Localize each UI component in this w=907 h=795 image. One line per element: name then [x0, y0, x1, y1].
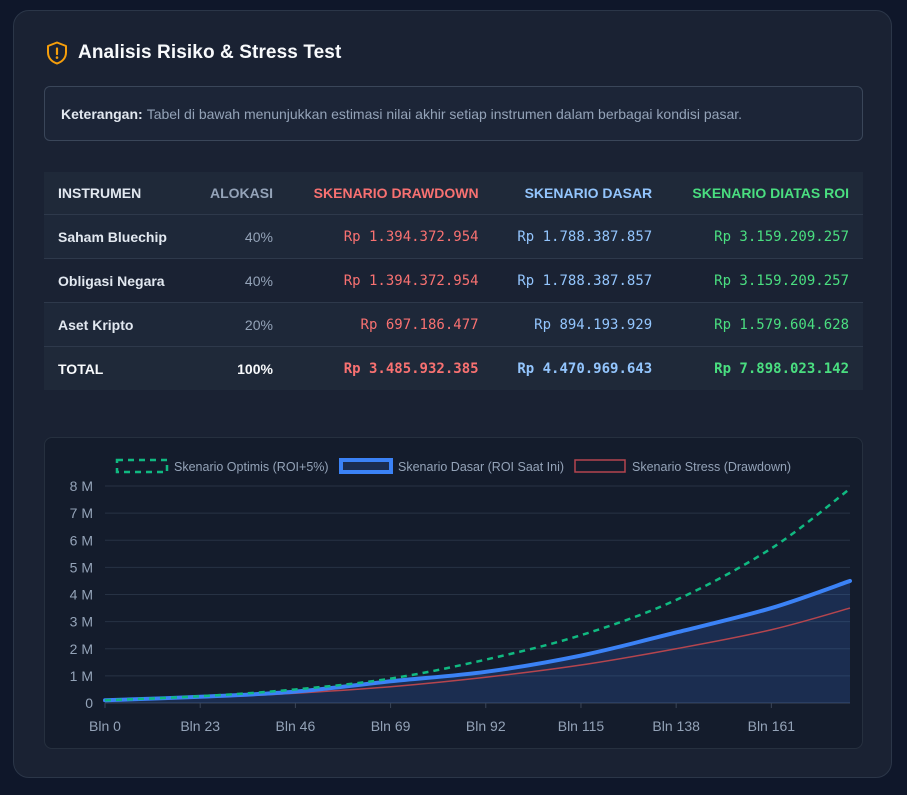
table-total-row: TOTAL 100% Rp 3.485.932.385 Rp 4.470.969…: [44, 346, 863, 390]
allocation-cell: 40%: [189, 258, 287, 303]
instrument-cell: Obligasi Negara: [44, 258, 190, 303]
legend-item: Skenario Stress (Drawdown): [574, 459, 791, 474]
col-instrument: INSTRUMEN: [44, 172, 190, 215]
y-tick-label: 5 M: [70, 559, 93, 575]
drawdown-cell: Rp 697.186.477: [286, 302, 493, 347]
x-tick-label: Bln 23: [180, 718, 220, 734]
optimistic-cell: Rp 1.579.604.628: [666, 302, 863, 347]
x-tick-label: Bln 69: [371, 718, 411, 734]
x-tick-label: Bln 138: [652, 718, 700, 734]
total-drawdown: Rp 3.485.932.385: [286, 346, 493, 390]
scenario-table: INSTRUMEN ALOKASI SKENARIO DRAWDOWN SKEN…: [44, 172, 863, 390]
x-tick-label: Bln 0: [89, 718, 121, 734]
projection-chart: 0 1 M 2 M 3 M 4 M 5 M 6 M 7 M 8 M Bln 0 Bln 23 Bln…: [44, 437, 863, 749]
table-header-row: INSTRUMEN ALOKASI SKENARIO DRAWDOWN SKEN…: [44, 172, 863, 215]
y-tick-label: 0: [85, 695, 93, 711]
legend-swatch-optimistic: [115, 458, 169, 474]
chart-canvas: 0 1 M 2 M 3 M 4 M 5 M 6 M 7 M 8 M Bln 0 Bln 23 Bln…: [70, 458, 852, 734]
total-base: Rp 4.470.969.643: [492, 346, 667, 390]
allocation-cell: 20%: [189, 302, 287, 347]
shield-alert-icon: [46, 41, 68, 65]
base-cell: Rp 1.788.387.857: [492, 214, 667, 259]
y-tick-label: 8 M: [70, 478, 93, 494]
legend-item: Skenario Optimis (ROI+5%): [115, 458, 329, 474]
drawdown-cell: Rp 1.394.372.954: [286, 214, 493, 259]
x-tick-label: Bln 161: [748, 718, 796, 734]
x-tick-label: Bln 115: [558, 718, 605, 734]
x-tick-label: Bln 92: [466, 718, 506, 734]
total-allocation: 100%: [189, 346, 287, 390]
y-tick-label: 7 M: [70, 505, 93, 521]
table-row: Saham Bluechip 40% Rp 1.394.372.954 Rp 1…: [44, 214, 863, 259]
legend-label: Skenario Dasar (ROI Saat Ini): [398, 460, 564, 474]
base-cell: Rp 1.788.387.857: [492, 258, 667, 303]
total-label: TOTAL: [44, 346, 190, 390]
y-tick-label: 1 M: [70, 668, 93, 684]
legend-label: Skenario Stress (Drawdown): [632, 460, 791, 474]
page-title: Analisis Risiko & Stress Test: [78, 42, 342, 63]
note-text: Tabel di bawah menunjukkan estimasi nila…: [146, 105, 743, 122]
col-optimistic: SKENARIO DIATAS ROI: [666, 172, 863, 215]
info-note: Keterangan: Tabel di bawah menunjukkan e…: [44, 86, 863, 141]
legend-item: Skenario Dasar (ROI Saat Ini): [339, 458, 564, 474]
y-tick-label: 2 M: [70, 641, 93, 657]
x-tick-label: Bln 46: [276, 718, 316, 734]
instrument-cell: Saham Bluechip: [44, 214, 190, 259]
col-drawdown: SKENARIO DRAWDOWN: [286, 172, 493, 215]
table-row: Aset Kripto 20% Rp 697.186.477 Rp 894.19…: [44, 302, 863, 347]
legend-swatch-stress: [574, 459, 626, 473]
drawdown-cell: Rp 1.394.372.954: [286, 258, 493, 303]
optimistic-cell: Rp 3.159.209.257: [666, 214, 863, 259]
allocation-cell: 40%: [189, 214, 287, 259]
col-allocation: ALOKASI: [189, 172, 287, 215]
total-optimistic: Rp 7.898.023.142: [666, 346, 863, 390]
legend-label: Skenario Optimis (ROI+5%): [174, 460, 329, 474]
note-label: Keterangan:: [61, 105, 143, 122]
base-cell: Rp 894.193.929: [492, 302, 667, 347]
y-tick-label: 3 M: [70, 614, 93, 630]
y-tick-label: 4 M: [70, 587, 93, 603]
col-base: SKENARIO DASAR: [492, 172, 667, 215]
risk-analysis-card: Analisis Risiko & Stress Test Keterangan…: [13, 10, 892, 778]
legend-swatch-base: [339, 458, 393, 474]
y-tick-label: 6 M: [70, 532, 93, 548]
instrument-cell: Aset Kripto: [44, 302, 190, 347]
card-header: Analisis Risiko & Stress Test: [46, 41, 341, 65]
base-scenario-area: [105, 580, 850, 703]
optimistic-cell: Rp 3.159.209.257: [666, 258, 863, 303]
table-row: Obligasi Negara 40% Rp 1.394.372.954 Rp …: [44, 258, 863, 303]
